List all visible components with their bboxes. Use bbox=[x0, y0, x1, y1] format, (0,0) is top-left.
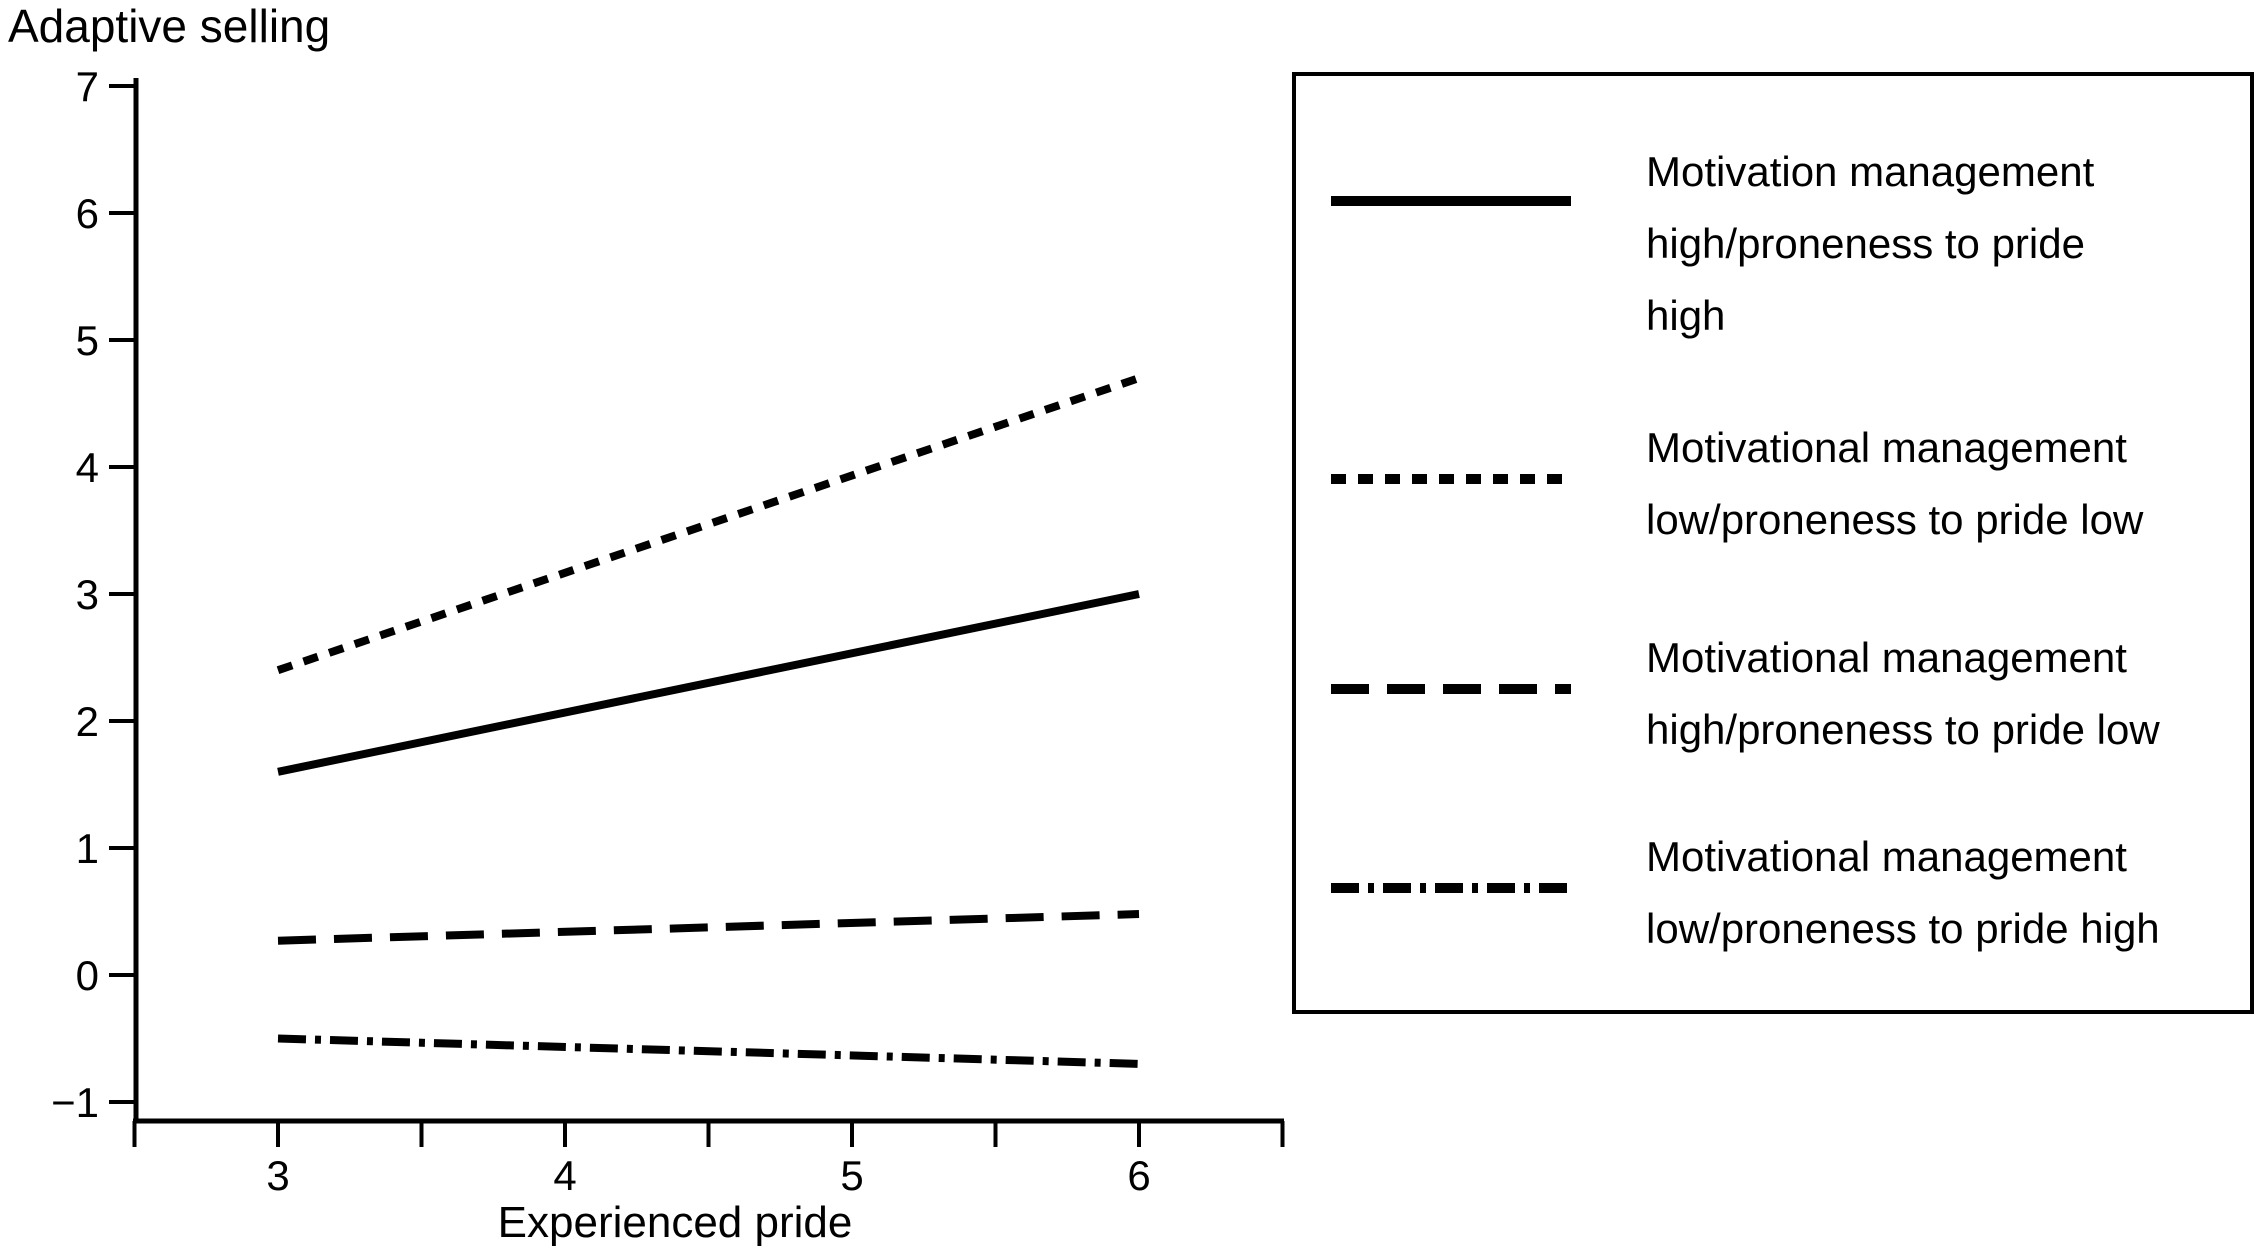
legend-label: Motivation management high/proneness to … bbox=[1646, 136, 2264, 352]
legend-label-line: high/proneness to pride bbox=[1646, 220, 2085, 267]
legend-label-line: high/proneness to pride low bbox=[1646, 706, 2160, 753]
y-axis-title: Adaptive selling bbox=[8, 0, 331, 52]
legend-line-sample-solid bbox=[1331, 196, 1571, 206]
y-tick-label: −1 bbox=[51, 1079, 99, 1126]
series-line-dotted bbox=[276, 374, 1141, 674]
legend-item-motivational-high-pride-low: Motivational management high/proneness t… bbox=[1296, 622, 2250, 772]
x-axis-title: Experienced pride bbox=[497, 1198, 853, 1247]
legend-label: Motivational management high/proneness t… bbox=[1646, 622, 2264, 766]
y-tick-label: 4 bbox=[76, 444, 99, 491]
legend-label-line: Motivational management bbox=[1646, 424, 2127, 471]
x-tick-label: 6 bbox=[1127, 1152, 1150, 1199]
y-tick-label: 6 bbox=[76, 190, 99, 237]
legend-label-line: low/proneness to pride low bbox=[1646, 496, 2144, 543]
legend-item-motivational-low-pride-low: Motivational management low/proneness to… bbox=[1296, 412, 2250, 562]
y-tick-label: 7 bbox=[76, 63, 99, 110]
legend-label-line: Motivational management bbox=[1646, 833, 2127, 880]
x-tick-label: 5 bbox=[840, 1152, 863, 1199]
legend-line-sample-dotted bbox=[1331, 474, 1571, 484]
series-line-dashdot bbox=[277, 1034, 1140, 1068]
legend-item-motivational-low-pride-high: Motivational management low/proneness to… bbox=[1296, 821, 2250, 971]
legend-label-line: high bbox=[1646, 292, 1726, 339]
legend-line-sample-dashed bbox=[1331, 684, 1571, 694]
legend-item-motivation-high-pride-high: Motivation management high/proneness to … bbox=[1296, 136, 2250, 362]
legend-label: Motivational management low/proneness to… bbox=[1646, 412, 2264, 556]
legend-label-line: Motivational management bbox=[1646, 634, 2127, 681]
series-line-dashed bbox=[277, 910, 1140, 945]
legend-label: Motivational management low/proneness to… bbox=[1646, 821, 2264, 965]
y-tick-label: 3 bbox=[76, 571, 99, 618]
legend-label-line: Motivation management bbox=[1646, 148, 2095, 195]
y-tick-label: 0 bbox=[76, 952, 99, 999]
legend-line-sample-dashdot bbox=[1331, 883, 1571, 893]
y-tick-label: 2 bbox=[76, 698, 99, 745]
x-tick-label: 4 bbox=[553, 1152, 576, 1199]
legend-box: Motivation management high/proneness to … bbox=[1292, 72, 2254, 1014]
y-tick-label: 5 bbox=[76, 317, 99, 364]
y-tick-label: 1 bbox=[76, 825, 99, 872]
legend-label-line: low/proneness to pride high bbox=[1646, 905, 2160, 952]
series-line-solid bbox=[277, 590, 1140, 776]
x-tick-label: 3 bbox=[266, 1152, 289, 1199]
